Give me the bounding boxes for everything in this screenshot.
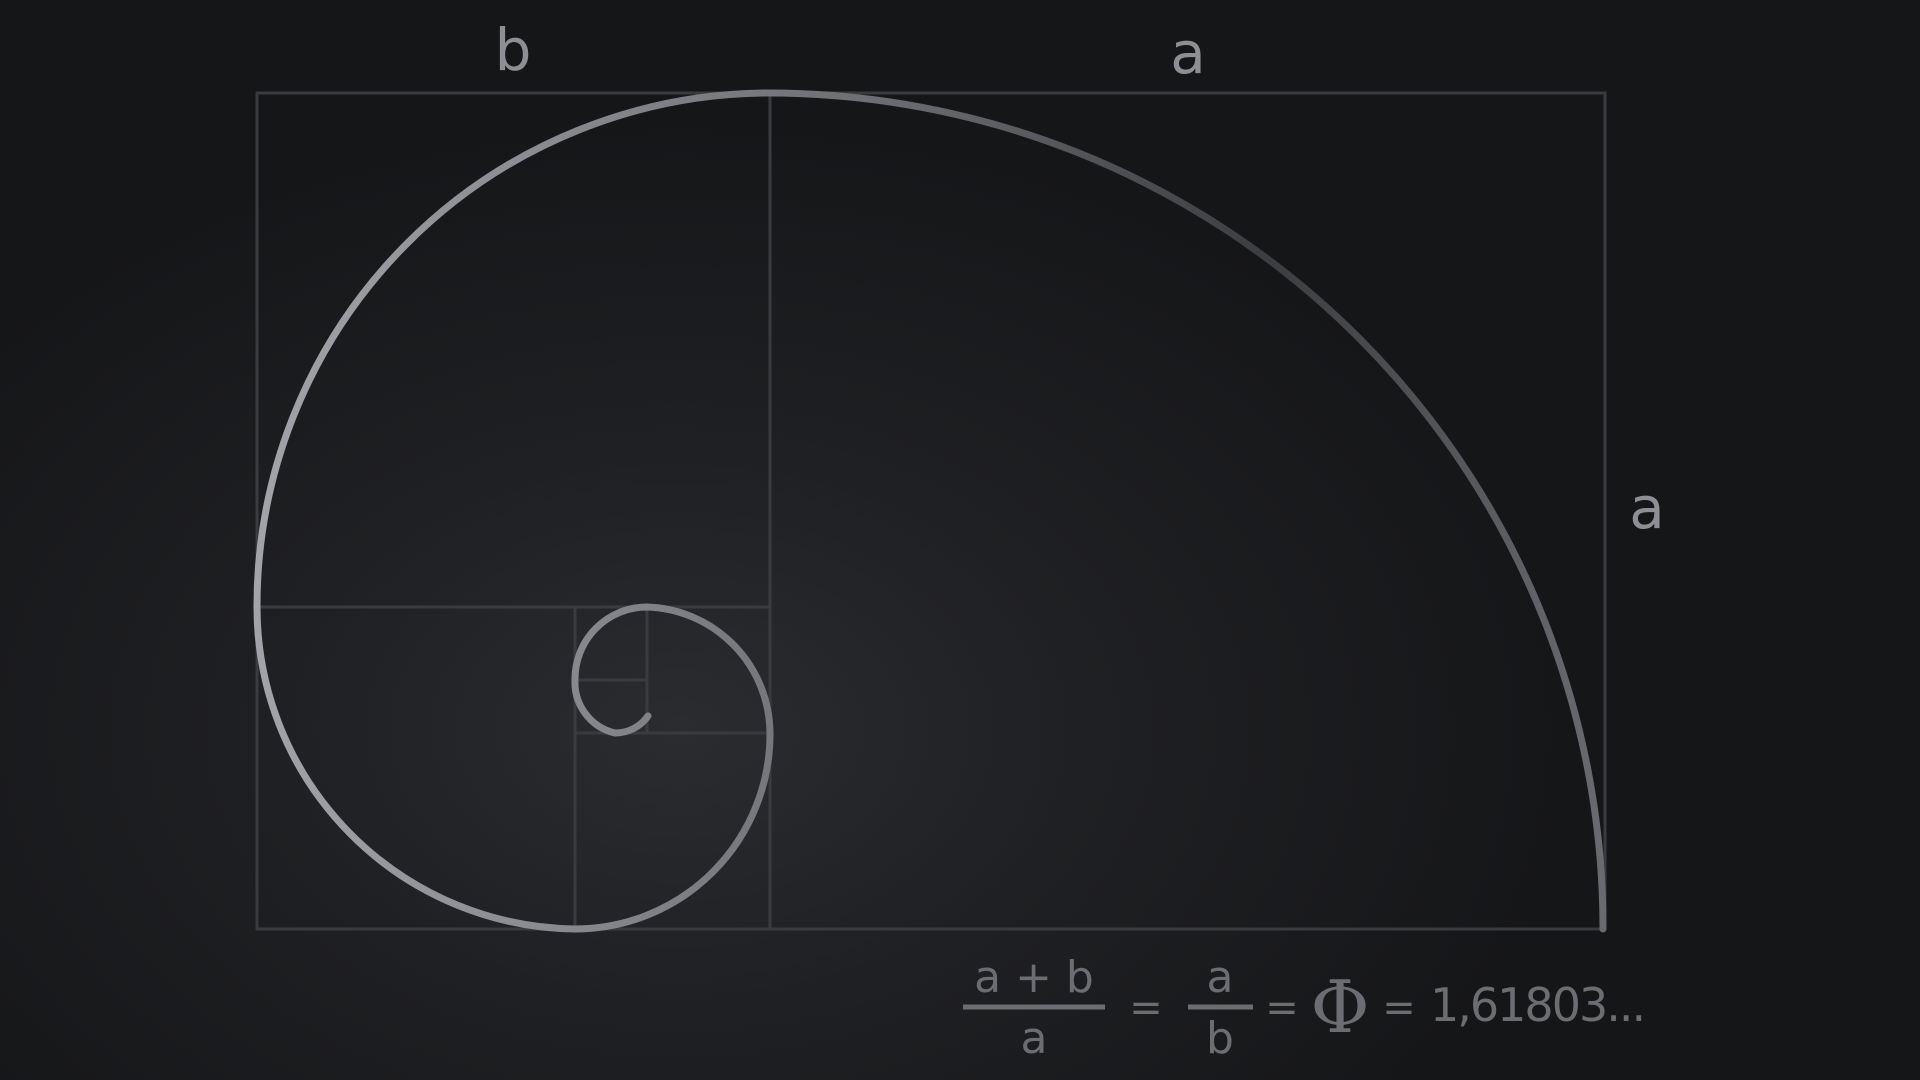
golden-spiral (253, 89, 1607, 933)
label-a-right: a (1629, 474, 1665, 542)
fraction1-denominator: a (1021, 1013, 1048, 1064)
rectangle-grid (255, 91, 1607, 931)
label-a-top: a (1170, 19, 1206, 87)
phi-symbol: Φ (1310, 965, 1369, 1049)
fraction2-denominator: b (1206, 1013, 1234, 1064)
phi-value: 1,61803... (1430, 978, 1644, 1032)
equals-sign-1: = (1129, 985, 1163, 1031)
equals-sign-3: = (1382, 985, 1416, 1031)
fraction1-numerator: a + b (974, 952, 1094, 1003)
fraction2-numerator: a (1207, 952, 1234, 1003)
golden-ratio-formula: a + b a = a b = Φ = 1,61803... (963, 952, 1646, 1064)
equals-sign-2: = (1265, 985, 1299, 1031)
label-b-top: b (495, 16, 532, 84)
outer-rectangle (255, 91, 1607, 931)
